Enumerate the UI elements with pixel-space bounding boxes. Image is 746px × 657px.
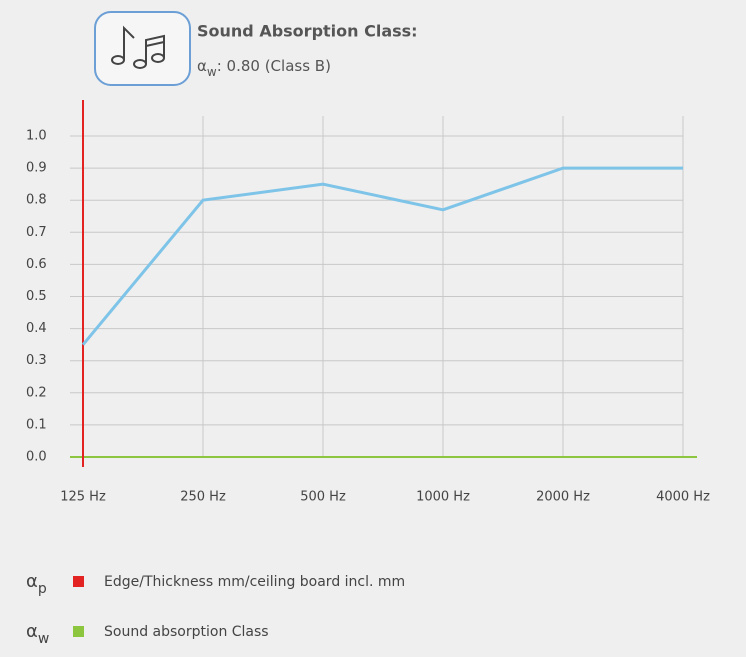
legend-subscript: p — [38, 581, 47, 597]
y-tick-label: 0.5 — [26, 289, 47, 304]
y-tick-label: 0.1 — [26, 417, 47, 432]
y-tick-label: 0.7 — [26, 225, 47, 240]
y-tick-label: 0.9 — [26, 161, 47, 176]
legend-symbol-letter: α — [26, 621, 38, 642]
y-tick-label: 0.4 — [26, 321, 47, 336]
subtitle: αw: 0.80 (Class B) — [197, 57, 331, 79]
legend-swatch — [73, 626, 84, 637]
x-tick-label: 125 Hz — [60, 490, 106, 505]
y-tick-label: 0.2 — [26, 385, 47, 400]
legend-label: Edge/Thickness mm/ceiling board incl. mm — [104, 574, 405, 590]
x-tick-label: 4000 Hz — [656, 490, 710, 505]
subtitle-text: : 0.80 (Class B) — [217, 57, 331, 75]
legend-swatch — [73, 576, 84, 587]
subtitle-subscript: w — [207, 65, 217, 79]
legend-subscript: w — [38, 631, 49, 647]
data-line — [81, 166, 683, 346]
y-tick-label: 0.6 — [26, 257, 47, 272]
y-tick-label: 1.0 — [26, 129, 47, 144]
legend-label: Sound absorption Class — [104, 624, 269, 640]
subtitle-symbol: α — [197, 57, 207, 75]
chart-title: Sound Absorption Class: — [197, 22, 418, 41]
y-tick-label: 0.3 — [26, 353, 47, 368]
x-tick-label: 500 Hz — [300, 490, 346, 505]
y-tick-label: 0.8 — [26, 193, 47, 208]
x-tick-label: 1000 Hz — [416, 490, 470, 505]
x-tick-label: 2000 Hz — [536, 490, 590, 505]
icon — [94, 11, 191, 86]
x-tick-label: 250 Hz — [180, 490, 226, 505]
legend-symbol-letter: α — [26, 571, 38, 592]
legend-symbol: αw — [26, 621, 49, 647]
y-tick-label: 0.0 — [26, 450, 47, 465]
legend-symbol: αp — [26, 571, 47, 597]
